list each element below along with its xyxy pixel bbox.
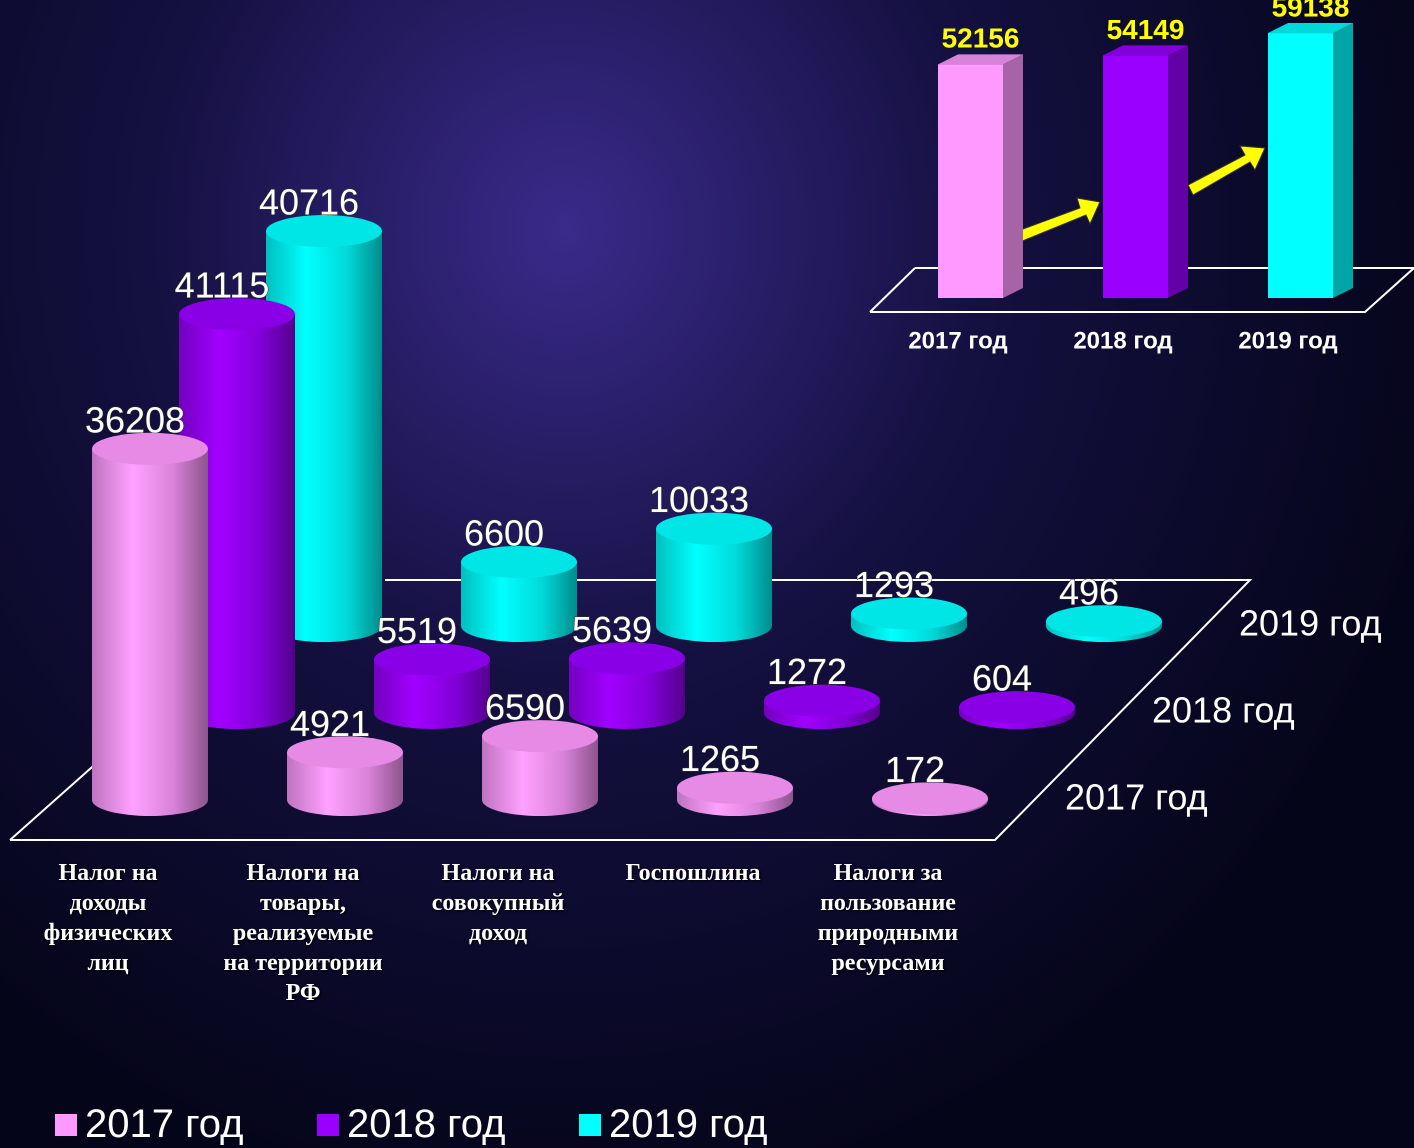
bar-side	[1003, 54, 1023, 298]
legend-item: 2017 год	[55, 1102, 244, 1147]
value-label: 4921	[290, 703, 370, 744]
value-label: 40716	[259, 182, 359, 223]
legend-swatch	[317, 1113, 339, 1136]
x-tick-label: 2018 год	[1073, 327, 1172, 354]
arrow	[1187, 145, 1266, 196]
cylinder-top	[1046, 605, 1162, 638]
value-label: 5639	[572, 609, 652, 650]
x-tick-label: Госпошлина	[625, 860, 761, 886]
x-tick-label: Налоги за пользование природными ресурса…	[817, 860, 959, 976]
cylinder-top	[461, 545, 577, 578]
cylinder-top	[92, 432, 208, 465]
cylinder-top	[482, 720, 598, 753]
cylinder	[656, 528, 772, 642]
bar-top	[1268, 23, 1353, 34]
main-floor	[10, 579, 1253, 841]
cylinder	[569, 658, 685, 729]
value-label: 1293	[854, 564, 934, 605]
cylinder-top	[851, 597, 967, 630]
legend-label: 2017 год	[85, 1102, 244, 1146]
value-label: 172	[885, 749, 945, 790]
x-tick-label: Налог на доходы физических лиц	[43, 860, 173, 976]
value-label: 5519	[377, 610, 457, 651]
depth-label: 2019 год	[1239, 603, 1382, 644]
cylinder-top	[569, 642, 685, 675]
value-label: 6590	[485, 687, 565, 728]
x-tick-label: Налоги на совокупный доход	[431, 860, 565, 946]
bar	[938, 64, 1003, 298]
bar-top	[1103, 45, 1188, 56]
value-label: 496	[1059, 572, 1119, 613]
bar-side	[1333, 23, 1353, 298]
cylinder-top	[872, 782, 988, 815]
cylinder-top	[656, 512, 772, 545]
inset-floor	[870, 267, 1414, 313]
value-label: 604	[972, 658, 1032, 699]
legend-label: 2019 год	[609, 1102, 768, 1146]
value-label: 41115	[175, 265, 270, 306]
arrows	[1014, 145, 1266, 243]
cylinder-top	[764, 684, 880, 717]
inset-floor-edge	[869, 267, 916, 313]
legend-item: 2018 год	[317, 1102, 506, 1147]
bar-top	[938, 54, 1023, 65]
x-tick-label: Налоги на товары, реализуемые на террито…	[223, 860, 383, 1006]
value-label: 52156	[942, 23, 1020, 54]
cylinder	[482, 736, 598, 816]
cylinder-top	[266, 215, 382, 248]
value-label: 36208	[85, 399, 185, 440]
value-label: 59138	[1272, 0, 1350, 22]
cylinder	[374, 659, 490, 729]
arrow	[1014, 197, 1101, 243]
cylinder	[461, 561, 577, 642]
bar	[1268, 33, 1333, 298]
bar-side	[1168, 45, 1188, 299]
value-label: 10033	[649, 479, 749, 520]
cylinder-top	[374, 643, 490, 676]
cylinder-top	[959, 691, 1075, 724]
bar	[1103, 55, 1168, 299]
depth-label: 2017 год	[1065, 777, 1208, 818]
legend-label: 2018 год	[347, 1102, 506, 1146]
value-label: 54149	[1107, 14, 1185, 45]
cylinder-top	[287, 736, 403, 769]
legend-swatch	[55, 1113, 77, 1136]
x-tick-label: 2017 год	[908, 327, 1007, 354]
legend-item: 2019 год	[579, 1102, 768, 1147]
value-label: 1265	[680, 738, 760, 779]
main-floor-edge	[9, 759, 101, 841]
cylinder	[92, 448, 208, 816]
cylinder	[287, 752, 403, 816]
cylinder-top	[179, 298, 295, 331]
legend-swatch	[579, 1113, 601, 1136]
depth-label: 2018 год	[1152, 690, 1295, 731]
value-label: 6600	[464, 512, 544, 553]
value-label: 1272	[767, 651, 847, 692]
x-tick-label: 2019 год	[1238, 327, 1337, 354]
cylinder-top	[677, 771, 793, 804]
